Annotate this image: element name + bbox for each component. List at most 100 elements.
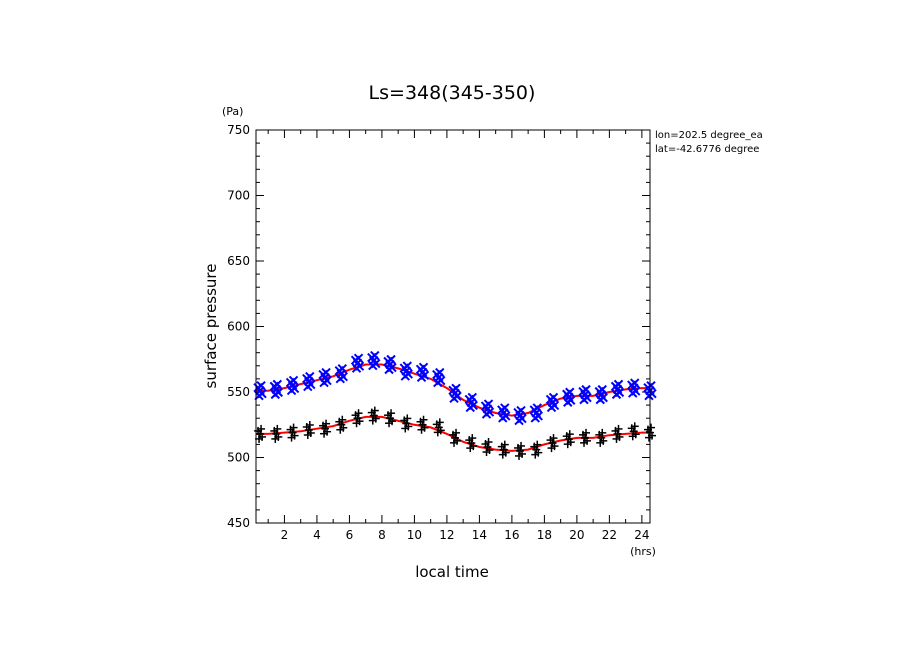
x-marker-point xyxy=(627,378,641,398)
plus-marker-point xyxy=(416,415,429,434)
x-marker-stroke xyxy=(581,384,591,395)
x-tick-label: 12 xyxy=(439,528,454,542)
x-marker-point xyxy=(448,383,462,404)
x-marker-point xyxy=(562,387,576,407)
x-marker-point xyxy=(594,384,608,405)
y-axis-label: surface pressure xyxy=(202,264,220,389)
x-marker-stroke xyxy=(353,353,364,363)
y-tick-label: 450 xyxy=(227,516,250,530)
x-tick-label: 6 xyxy=(346,528,354,542)
x-marker-stroke xyxy=(256,380,266,391)
axes: 2 4 6 8 10 12 14 16 18 20 22 2445050055060065070075… xyxy=(227,123,650,542)
x-marker-stroke xyxy=(595,394,605,405)
x-marker-stroke xyxy=(500,403,510,413)
plus-marker-point xyxy=(611,424,624,443)
chart-title: Ls=348(345-350) xyxy=(369,82,536,104)
x-marker-point xyxy=(432,367,446,388)
x-marker-point xyxy=(399,361,413,381)
x-marker-stroke xyxy=(467,392,477,403)
x-marker-stroke xyxy=(321,367,331,378)
plus-marker-point xyxy=(254,424,267,443)
x-marker-point xyxy=(578,384,592,405)
plus-marker-point xyxy=(530,440,543,459)
plus-marker-point xyxy=(546,434,559,453)
x-marker-stroke xyxy=(565,387,575,397)
plus-marker-point xyxy=(579,428,592,447)
x-tick-label: 4 xyxy=(313,528,321,542)
x-marker-stroke xyxy=(286,385,297,396)
x-marker-stroke xyxy=(400,371,410,381)
x-marker-stroke xyxy=(611,389,622,400)
x-marker-point xyxy=(302,371,316,392)
x-marker-point xyxy=(480,399,495,419)
x-axis-label: local time xyxy=(415,563,489,581)
x-marker-stroke xyxy=(548,392,559,403)
x-marker-stroke xyxy=(303,381,313,392)
plus-marker-point xyxy=(465,434,478,453)
x-marker-stroke xyxy=(628,388,638,398)
plus-marker-point xyxy=(432,418,445,437)
x-tick-label: 16 xyxy=(504,528,519,542)
x-marker-stroke xyxy=(402,361,412,371)
x-marker-point xyxy=(318,367,332,388)
x-marker-point xyxy=(545,392,560,413)
x-marker-stroke xyxy=(270,389,281,400)
x-marker-point xyxy=(497,403,511,423)
x-tick-label: 18 xyxy=(537,528,552,542)
x-marker-point xyxy=(513,405,527,426)
x-marker-point xyxy=(350,353,365,373)
plus-marker-point xyxy=(384,409,397,428)
x-marker-stroke xyxy=(370,350,380,361)
x-marker-stroke xyxy=(465,402,475,413)
x-marker-stroke xyxy=(498,413,508,423)
x-marker-stroke xyxy=(449,393,459,404)
x-marker-stroke xyxy=(530,413,540,423)
x-tick-label: 2 xyxy=(281,528,289,542)
x-marker-stroke xyxy=(351,363,362,373)
location-annotation-lat: lat=-42.6776 degree xyxy=(655,144,759,155)
x-marker-stroke xyxy=(272,379,283,390)
x-marker-stroke xyxy=(644,390,654,401)
y-tick-label: 500 xyxy=(227,451,250,465)
x-marker-stroke xyxy=(305,371,315,382)
plus-marker-point xyxy=(400,414,413,433)
x-marker-stroke xyxy=(630,378,640,388)
x-marker-point xyxy=(367,350,381,371)
x-tick-label: 10 xyxy=(407,528,422,542)
x-marker-stroke xyxy=(514,415,524,426)
x-marker-stroke xyxy=(646,380,656,391)
plus-marker-point xyxy=(514,441,527,460)
x-axis-unit: (hrs) xyxy=(630,545,656,558)
x-marker-stroke xyxy=(516,405,526,416)
x-marker-stroke xyxy=(451,383,461,394)
plus-marker-point xyxy=(595,428,608,447)
x-marker-point xyxy=(285,375,300,396)
x-marker-stroke xyxy=(481,409,492,419)
plus-marker-point xyxy=(319,419,332,438)
y-tick-label: 750 xyxy=(227,123,250,137)
plus-marker-point xyxy=(497,440,510,459)
x-marker-stroke xyxy=(613,379,624,390)
x-marker-point xyxy=(334,363,349,384)
x-marker-point xyxy=(610,379,625,400)
x-tick-label: 24 xyxy=(634,528,649,542)
x-tick-label: 8 xyxy=(378,528,386,542)
x-marker-stroke xyxy=(483,399,494,409)
x-marker-stroke xyxy=(563,397,573,407)
x-tick-label: 20 xyxy=(569,528,584,542)
plus-marker-point xyxy=(367,406,380,425)
x-marker-stroke xyxy=(337,363,348,374)
x-marker-point xyxy=(269,379,284,400)
x-marker-stroke xyxy=(532,403,542,413)
x-marker-stroke xyxy=(597,384,607,395)
x-marker-point xyxy=(464,392,478,413)
y-axis-unit: (Pa) xyxy=(222,105,243,118)
x-marker-stroke xyxy=(433,377,443,388)
plus-marker-point xyxy=(627,422,640,441)
plus-marker-point xyxy=(449,428,462,447)
x-marker-stroke xyxy=(368,360,378,371)
x-marker-stroke xyxy=(386,354,396,365)
x-marker-stroke xyxy=(335,373,346,384)
x-tick-label: 14 xyxy=(472,528,487,542)
x-marker-point xyxy=(415,362,430,383)
